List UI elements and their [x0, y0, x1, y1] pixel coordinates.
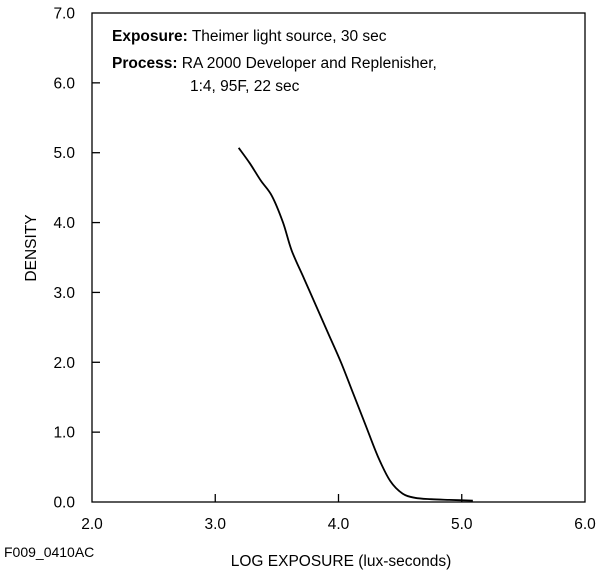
process-text-2: 1:4, 95F, 22 sec — [190, 78, 300, 95]
process-annotation: Process: RA 2000 Developer and Replenish… — [112, 53, 437, 74]
chart-ticks: 2.0 3.0 4.0 5.0 6.0 0.0 1.0 2.0 3.0 4.0 5.0 6.0 7.0 — [53, 6, 596, 534]
y-tick-label: 2.0 — [53, 355, 75, 372]
chart-series — [237, 147, 473, 502]
y-tick-label: 3.0 — [53, 285, 75, 302]
y-tick-label: 5.0 — [53, 145, 75, 162]
x-tick-label: 6.0 — [574, 516, 596, 533]
y-tick-label: 0.0 — [53, 495, 75, 512]
chart-axes — [91, 12, 586, 503]
plot-frame — [91, 12, 586, 503]
process-label: Process: — [112, 55, 178, 72]
exposure-text: Theimer light source, 30 sec — [191, 28, 387, 45]
exposure-label: Exposure: — [112, 28, 188, 45]
y-tick-label: 1.0 — [53, 425, 75, 442]
y-axis-label: DENSITY — [23, 214, 40, 281]
x-tick-label: 4.0 — [328, 516, 350, 533]
exposure-annotation: Exposure: Theimer light source, 30 sec — [112, 26, 387, 47]
x-axis-label: LOG EXPOSURE (lux-seconds) — [231, 553, 452, 570]
x-tick-label: 3.0 — [204, 516, 226, 533]
y-tick-label: 7.0 — [53, 6, 75, 23]
x-tick-label: 5.0 — [451, 516, 473, 533]
process-text: RA 2000 Developer and Replenisher, — [181, 55, 437, 72]
process-annotation-line-2: 1:4, 95F, 22 sec — [190, 76, 299, 97]
density-curve — [237, 147, 473, 502]
figure-id: F009_0410AC — [4, 544, 95, 560]
y-tick-label: 6.0 — [53, 75, 75, 92]
x-tick-label: 2.0 — [81, 516, 103, 533]
y-tick-label: 4.0 — [53, 215, 75, 232]
